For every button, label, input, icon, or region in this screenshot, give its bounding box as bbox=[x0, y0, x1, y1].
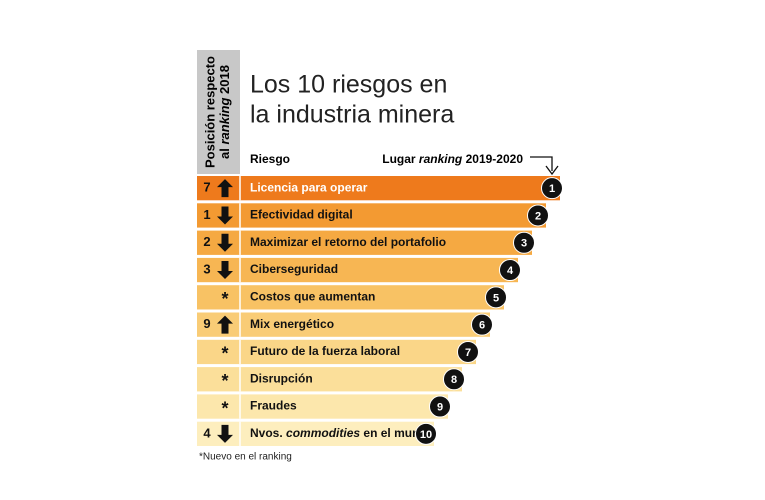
arrow-down bbox=[217, 206, 233, 225]
risk-label: Fraudes bbox=[250, 399, 297, 413]
text: Lugar bbox=[382, 152, 416, 166]
previous-position: * bbox=[221, 398, 228, 418]
rank-badge bbox=[471, 313, 493, 336]
rank-badge bbox=[499, 259, 521, 282]
row-bar bbox=[197, 394, 448, 419]
row-bar bbox=[197, 203, 546, 228]
side-label-box bbox=[197, 50, 240, 174]
rank-badge bbox=[443, 368, 465, 391]
rank-badge bbox=[457, 340, 479, 363]
rank-number: 2 bbox=[535, 210, 541, 222]
risk-label: Maximizar el retorno del portafolio bbox=[250, 235, 446, 249]
rank-number: 8 bbox=[451, 374, 457, 386]
previous-position: * bbox=[221, 289, 228, 309]
rank-number: 7 bbox=[465, 347, 471, 359]
rank-number: 5 bbox=[493, 292, 499, 304]
rank-number: 6 bbox=[479, 320, 485, 332]
row-bar bbox=[197, 339, 476, 365]
text: 2018 bbox=[217, 65, 232, 94]
row-bar bbox=[197, 257, 518, 283]
previous-position: 1 bbox=[203, 207, 210, 222]
risk-label: Mix energético bbox=[250, 317, 334, 331]
side-label-line2: al ranking 2018 bbox=[217, 65, 232, 159]
text: ranking bbox=[217, 98, 232, 145]
rank-badge bbox=[541, 177, 563, 200]
row-bar bbox=[197, 176, 560, 201]
risk-label: Nvos. commodities en el mundo bbox=[250, 426, 434, 440]
pointer-line bbox=[530, 156, 553, 171]
arrow-down bbox=[217, 233, 233, 252]
arrow-down bbox=[217, 424, 233, 443]
text: 2019-2020 bbox=[466, 152, 524, 166]
previous-position: 9 bbox=[203, 316, 210, 331]
column-header: Lugar ranking 2019-2020 bbox=[382, 152, 523, 166]
row-bar bbox=[197, 230, 532, 255]
rank-number: 9 bbox=[437, 401, 443, 413]
previous-position: * bbox=[221, 344, 228, 364]
pointer-head bbox=[545, 165, 559, 176]
side-label: Posición respecto al ranking 2018 bbox=[202, 56, 232, 168]
arrow-up bbox=[217, 315, 233, 334]
column-header: Riesgo bbox=[250, 152, 290, 166]
rank-badge bbox=[415, 422, 437, 445]
previous-position: 4 bbox=[203, 425, 211, 440]
previous-position: 3 bbox=[203, 261, 210, 276]
rank-badge bbox=[527, 204, 549, 227]
rank-number: 3 bbox=[521, 238, 527, 250]
text: ranking bbox=[419, 152, 463, 166]
row-bar bbox=[197, 312, 490, 337]
risk-label: Futuro de la fuerza laboral bbox=[250, 344, 400, 358]
rank-number: 10 bbox=[420, 429, 432, 441]
row-bar bbox=[197, 367, 462, 392]
rank-badge bbox=[485, 286, 507, 309]
previous-position: 7 bbox=[203, 180, 210, 195]
text: Nvos. bbox=[250, 426, 283, 440]
text: al bbox=[217, 148, 232, 159]
side-label-line1: Posición respecto bbox=[202, 56, 217, 168]
risk-label: Efectividad digital bbox=[250, 208, 353, 222]
row-bar bbox=[197, 285, 504, 310]
risk-label: Costos que aumentan bbox=[250, 290, 375, 304]
rank-number: 4 bbox=[507, 265, 514, 277]
title-line: Los 10 riesgos en bbox=[250, 71, 447, 99]
arrow-down bbox=[217, 261, 233, 280]
footnote: *Nuevo en el ranking bbox=[199, 452, 292, 463]
risk-label: Licencia para operar bbox=[250, 180, 368, 194]
previous-position: 2 bbox=[203, 234, 210, 249]
title-line: la industria minera bbox=[250, 101, 454, 129]
arrow-up bbox=[217, 179, 233, 198]
row-bar bbox=[197, 421, 434, 446]
risk-label: Disrupción bbox=[250, 371, 313, 385]
risk-label: Ciberseguridad bbox=[250, 262, 338, 276]
previous-position: * bbox=[221, 371, 228, 391]
text: commodities bbox=[286, 426, 360, 440]
rank-badge bbox=[513, 231, 535, 254]
rank-badge bbox=[429, 395, 451, 418]
rank-number: 1 bbox=[549, 183, 555, 195]
